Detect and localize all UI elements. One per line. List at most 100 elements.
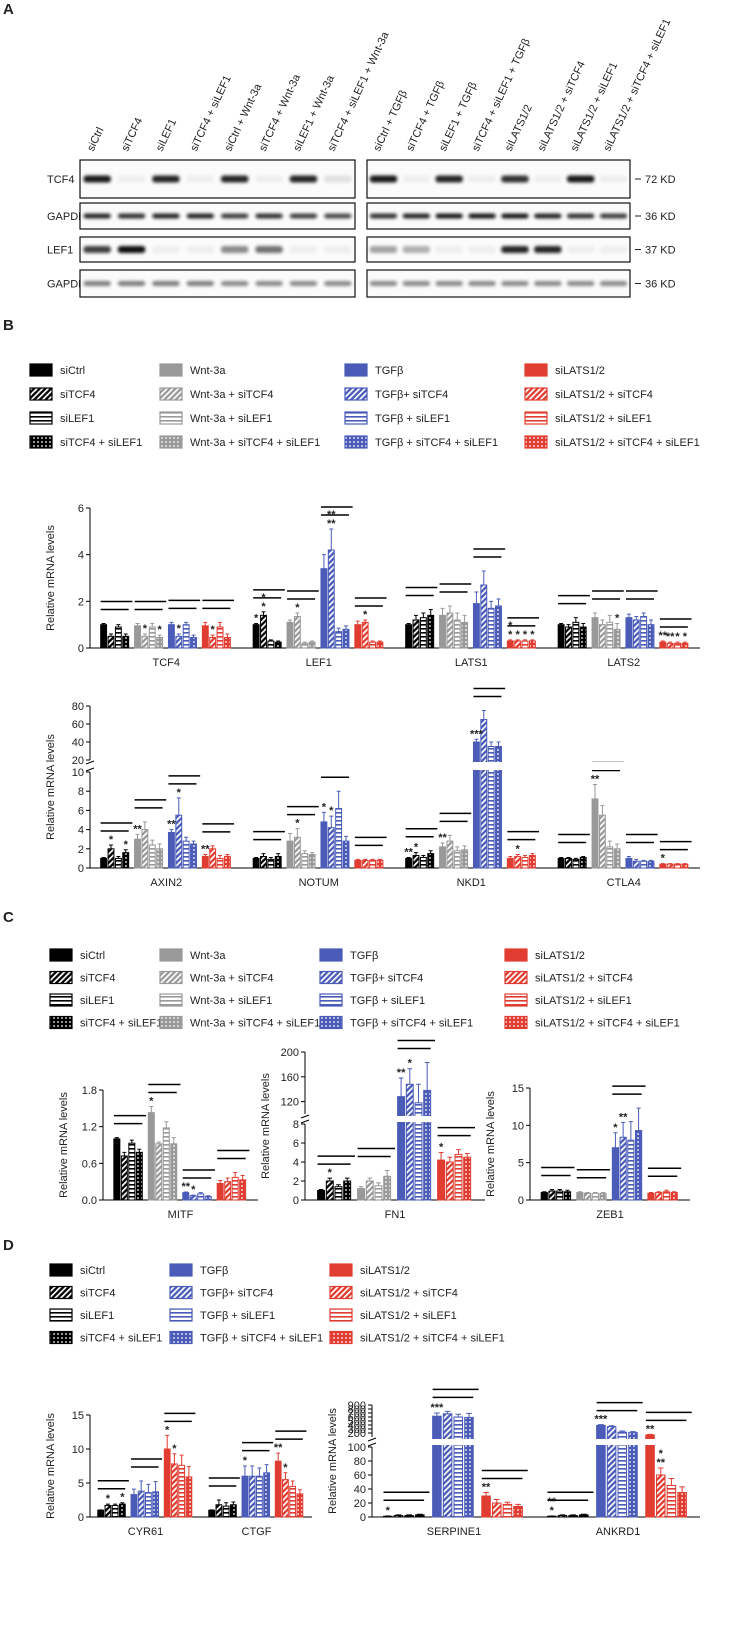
category-label: NKD1 — [457, 877, 486, 889]
significance: ** — [181, 1181, 190, 1193]
y-tick-label: 600 — [348, 1412, 366, 1424]
bar — [361, 859, 369, 869]
significance: ** — [167, 819, 176, 831]
significance: * — [211, 624, 216, 636]
significance: * — [283, 1462, 288, 1474]
bar — [565, 857, 572, 869]
lane-label: siTCF4 — [119, 116, 145, 153]
error-bar — [225, 854, 230, 857]
bar — [412, 855, 420, 869]
error-bar — [218, 621, 223, 627]
y-tick-label: 160 — [281, 1072, 299, 1084]
lane-label: siTCF4 + siLEF1 + TGFβ — [470, 37, 533, 153]
y-axis-label: Relative mRNA levels — [58, 1092, 70, 1198]
axis-break — [84, 762, 700, 770]
error-bar — [615, 623, 620, 630]
y-tick-label: 6 — [78, 503, 84, 515]
error-bar — [376, 1182, 381, 1186]
error-bar — [198, 1192, 203, 1194]
error-bar — [464, 1152, 470, 1158]
error-bar — [565, 1189, 570, 1192]
error-bar — [135, 833, 140, 840]
error-bar — [414, 614, 418, 620]
error-bar — [641, 859, 646, 862]
error-bar — [297, 1489, 302, 1494]
bar — [439, 846, 446, 869]
significance: * — [661, 853, 666, 865]
bar — [659, 641, 667, 649]
legend-label: siLATS1/2 + siTCF4 — [360, 1288, 458, 1300]
legend-label: Wnt-3a + siLEF1 — [190, 995, 272, 1007]
band — [324, 281, 352, 286]
bar — [97, 1509, 105, 1518]
y-tick-label: 400 — [348, 1420, 366, 1432]
error-bar — [634, 616, 639, 620]
y-tick-label: 20 — [354, 1498, 366, 1510]
y-tick-label: 5 — [78, 1478, 84, 1490]
error-bar — [421, 612, 426, 618]
significance: * — [683, 631, 688, 643]
significance: *** — [594, 1414, 608, 1426]
category-label: ANKRD1 — [596, 1526, 641, 1538]
error-bar — [434, 1412, 440, 1417]
error-bar — [440, 842, 445, 847]
band — [152, 281, 180, 286]
error-bar — [672, 1191, 677, 1193]
bar — [598, 624, 606, 649]
bar — [461, 621, 469, 649]
significance: * — [261, 592, 266, 604]
bar — [208, 1509, 216, 1518]
category-label: SERPINE1 — [427, 1526, 481, 1538]
error-bar — [218, 1179, 223, 1184]
lane-label: siCtrl + TGFβ — [371, 89, 410, 154]
bar — [274, 855, 282, 869]
bar — [104, 1504, 112, 1518]
significance: ** — [133, 823, 142, 835]
band — [186, 281, 215, 286]
bar — [427, 614, 435, 649]
significance: * — [191, 1184, 196, 1196]
bar — [670, 1192, 678, 1201]
error-bar — [261, 611, 266, 616]
bar — [446, 840, 454, 869]
error-bar — [344, 625, 348, 630]
error-bar — [466, 1412, 472, 1418]
bar — [404, 1515, 414, 1518]
legend-swatch — [159, 435, 183, 449]
category-label: ZEB1 — [596, 1209, 624, 1221]
significance: * — [143, 623, 148, 635]
legend-label: Wnt-3a + siTCF4 + siLEF1 — [190, 1018, 320, 1030]
error-bar — [462, 614, 467, 623]
legend-label: siTCF4 — [60, 389, 95, 401]
error-bar — [254, 856, 259, 859]
error-bar — [283, 1472, 288, 1480]
bar — [681, 863, 689, 869]
error-bar — [370, 640, 375, 643]
error-bar — [377, 640, 382, 643]
legend-swatch — [329, 1330, 353, 1345]
error-bar — [142, 821, 147, 830]
band — [402, 175, 431, 183]
error-bar — [515, 854, 520, 857]
bar — [163, 1448, 171, 1518]
category-label: TCF4 — [153, 657, 181, 669]
error-bar — [203, 854, 208, 857]
legend-label: siTCF4 + siLEF1 — [60, 437, 142, 449]
bar — [423, 1089, 432, 1201]
y-tick-label: 2 — [78, 844, 84, 856]
error-bar — [406, 1514, 412, 1516]
error-bar — [523, 639, 528, 641]
significance: * — [322, 801, 327, 813]
bar — [514, 855, 522, 869]
category-label: LEF1 — [306, 657, 332, 669]
significance: * — [613, 1122, 618, 1134]
bar — [628, 1432, 638, 1518]
y-tick-label: 40 — [72, 737, 84, 749]
legend-label: siTCF4 — [80, 1288, 115, 1300]
bar — [317, 1190, 326, 1201]
error-bar — [276, 853, 281, 857]
band — [435, 175, 463, 183]
bar — [627, 1139, 635, 1201]
error-bar — [336, 627, 341, 632]
bar — [190, 843, 197, 869]
